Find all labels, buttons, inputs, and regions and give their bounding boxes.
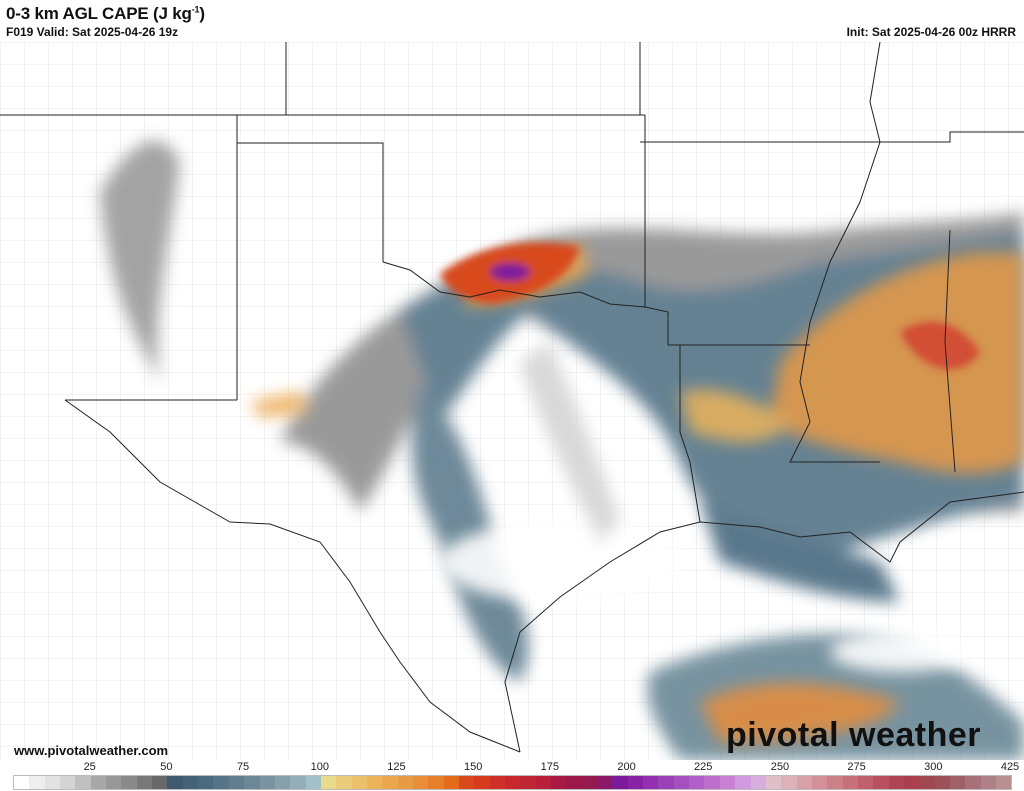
colorbar-swatch xyxy=(136,776,153,789)
map-title: 0-3 km AGL CAPE (J kg-1) xyxy=(6,4,205,24)
colorbar-swatch xyxy=(351,776,367,789)
colorbar-label: 25 xyxy=(83,761,96,773)
colorbar-swatch xyxy=(336,776,352,789)
colorbar-swatch xyxy=(244,776,260,789)
colorbar-swatch xyxy=(90,776,107,789)
colorbar-swatch xyxy=(535,776,552,789)
rio-grande xyxy=(64,399,521,753)
colorbar-label: 300 xyxy=(924,761,943,773)
colorbar-swatch xyxy=(934,776,950,789)
colorbar-swatch xyxy=(551,776,567,789)
colorbar-swatch xyxy=(274,776,291,789)
colorbar-swatch xyxy=(458,776,475,789)
colorbar-swatch xyxy=(781,776,797,789)
colorbar-label: 75 xyxy=(236,761,250,773)
colorbar-swatch xyxy=(581,776,598,789)
website-label: www.pivotalweather.com xyxy=(14,743,169,758)
colorbar-swatch xyxy=(474,776,490,789)
colorbar-swatch xyxy=(213,776,229,789)
colorbar-label: 425 xyxy=(1000,761,1020,773)
colorbar-swatch xyxy=(14,776,30,789)
colorbar-swatch xyxy=(152,776,168,789)
colorbar-swatch xyxy=(949,776,966,789)
colorbar-swatch xyxy=(366,776,383,789)
colorbar-swatch xyxy=(397,776,413,789)
colorbar-labels: 25 50 75 100 125 150 175 200 225 250 275 300 425 xyxy=(13,761,1020,774)
colorbar-label: 175 xyxy=(540,761,560,773)
mississippi-river xyxy=(789,42,881,463)
colorbar-swatch xyxy=(228,776,245,789)
colorbar-swatch xyxy=(704,776,720,789)
colorbar-label: 200 xyxy=(617,761,636,773)
colorbar-swatch xyxy=(735,776,751,789)
title-end: ) xyxy=(199,4,205,23)
colorbar-swatch xyxy=(627,776,644,789)
colorbar-swatch xyxy=(382,776,398,789)
colorbar-swatch xyxy=(198,776,214,789)
colorbar-swatch xyxy=(29,776,45,789)
colorbar-swatch xyxy=(60,776,76,789)
border-line xyxy=(640,131,1024,143)
border-line xyxy=(944,229,956,473)
colorbar-swatch xyxy=(903,776,920,789)
init-time: Init: Sat 2025-04-26 00z HRRR xyxy=(846,25,1016,39)
colorbar-label: 50 xyxy=(160,761,173,773)
colorbar-swatch xyxy=(75,776,91,789)
colorbar-swatch xyxy=(305,776,321,789)
colorbar-swatch xyxy=(719,776,736,789)
colorbar-swatch xyxy=(888,776,904,789)
title-unit-exponent: -1 xyxy=(191,4,200,15)
state-borders xyxy=(0,42,1024,753)
colorbar-swatch xyxy=(842,776,858,789)
colorbar-swatch xyxy=(505,776,521,789)
colorbar-swatch xyxy=(44,776,61,789)
pivotal-weather-logo: pivotal weather xyxy=(726,716,982,754)
colorbar-swatch xyxy=(612,776,628,789)
colorbar-swatch xyxy=(857,776,874,789)
colorbar-swatch xyxy=(443,776,459,789)
colorbar-label: 250 xyxy=(770,761,790,773)
colorbar-swatch xyxy=(121,776,137,789)
colorbar-swatch xyxy=(919,776,935,789)
colorbar-swatch xyxy=(489,776,505,789)
colorbar-swatch xyxy=(167,776,183,789)
colorbar-swatch xyxy=(412,776,429,789)
border-line xyxy=(237,142,384,262)
colorbar-swatch xyxy=(996,776,1012,789)
colorbar-swatch xyxy=(673,776,690,789)
colorbar-swatch xyxy=(643,776,659,789)
colorbar-label: 100 xyxy=(310,761,329,773)
colorbar-swatch xyxy=(182,776,199,789)
colorbar-swatch xyxy=(873,776,889,789)
colorbar-swatch xyxy=(796,776,812,789)
colorbar-swatch xyxy=(811,776,828,789)
colorbar-swatch xyxy=(520,776,536,789)
colorbar-swatch xyxy=(827,776,843,789)
colorbar-swatch xyxy=(259,776,275,789)
colorbar-swatch xyxy=(597,776,613,789)
colorbar-swatch xyxy=(689,776,705,789)
colorbar-label: 150 xyxy=(463,761,483,773)
colorbar-swatch xyxy=(658,776,674,789)
colorbar-swatch xyxy=(290,776,306,789)
colorbar-label: 225 xyxy=(694,761,713,773)
colorbar xyxy=(13,775,1012,790)
colorbar-swatch xyxy=(765,776,782,789)
title-text: 0-3 km AGL CAPE (J kg xyxy=(6,4,192,23)
colorbar-swatch xyxy=(320,776,337,789)
coastline xyxy=(504,491,1024,753)
cape-field xyxy=(100,140,1024,760)
colorbar-swatch xyxy=(965,776,981,789)
red-river xyxy=(382,261,646,308)
colorbar-swatch xyxy=(980,776,996,789)
colorbar-swatch xyxy=(750,776,766,789)
colorbar-label: 275 xyxy=(847,761,866,773)
colorbar-label: 125 xyxy=(387,761,406,773)
colorbar-swatch xyxy=(106,776,122,789)
cape-map xyxy=(0,42,1024,760)
colorbar-swatch xyxy=(428,776,444,789)
colorbar-swatch xyxy=(566,776,582,789)
valid-time: F019 Valid: Sat 2025-04-26 19z xyxy=(6,25,179,39)
